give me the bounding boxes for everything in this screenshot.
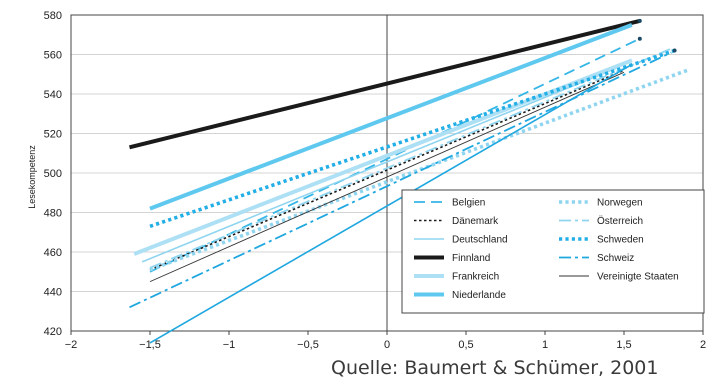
- series-line: [133, 58, 633, 256]
- series-line: [149, 71, 625, 283]
- legend-label: Deutschland: [452, 235, 508, 246]
- axes: [70, 14, 704, 335]
- y-tick-label: 580: [44, 10, 62, 22]
- x-tick-label: 1,5: [616, 339, 631, 351]
- legend-label: Vereinigte Staaten: [597, 272, 679, 283]
- x-tick-label: 0: [384, 339, 390, 351]
- series-endpoint: [637, 18, 642, 23]
- y-tick-labels: 420 440 460 480 500 520 540 560 580: [44, 10, 62, 338]
- series-line: [129, 18, 641, 150]
- series-line: [149, 69, 625, 271]
- legend-label: Schweiz: [597, 253, 634, 264]
- y-axis-label: Lesekompetenz: [27, 145, 37, 209]
- legend-label: Schweden: [597, 235, 644, 246]
- legend-label: Frankreich: [452, 272, 499, 283]
- series-line: [141, 67, 617, 263]
- x-tick-label: 1: [542, 339, 548, 351]
- legend-box: [401, 189, 705, 314]
- y-tick-label: 500: [44, 168, 62, 180]
- series-line: [149, 37, 641, 273]
- series-endpoint: [637, 36, 642, 41]
- legend-label: Österreich: [597, 215, 643, 227]
- legend-label: Niederlande: [452, 290, 506, 301]
- legend-label: Finnland: [452, 253, 490, 264]
- series-line: [129, 51, 672, 309]
- legend-label: Belgien: [452, 198, 485, 209]
- series-lines: [129, 18, 688, 344]
- x-tick-label: 0,5: [458, 339, 473, 351]
- series-endpoint: [672, 48, 677, 53]
- x-tick-label: −0,5: [297, 339, 319, 351]
- legend: Belgien Dänemark Deutschland Finnland Frankr…: [401, 189, 705, 314]
- series-line: [149, 23, 633, 211]
- source-caption: Quelle: Baumert & Schümer, 2001: [331, 357, 659, 379]
- y-tick-label: 520: [44, 129, 62, 141]
- legend-label: Dänemark: [452, 216, 499, 227]
- x-tick-label: −1: [223, 339, 236, 351]
- series-line: [149, 47, 672, 269]
- y-tick-label: 420: [44, 326, 62, 338]
- x-tick-label: −2: [65, 339, 78, 351]
- series-line: [149, 48, 676, 229]
- series-line: [149, 63, 633, 344]
- y-tick-label: 440: [44, 287, 62, 299]
- x-tick-labels: −2 −1,5 −1 −0,5 0 0,5 1 1,5 2: [65, 339, 706, 351]
- y-tick-label: 460: [44, 247, 62, 259]
- y-tick-label: 560: [44, 50, 62, 62]
- y-tick-label: 540: [44, 89, 62, 101]
- y-tick-label: 480: [44, 208, 62, 220]
- x-tick-label: 2: [700, 339, 706, 351]
- legend-label: Norwegen: [597, 198, 643, 209]
- x-tick-label: −1,5: [139, 339, 161, 351]
